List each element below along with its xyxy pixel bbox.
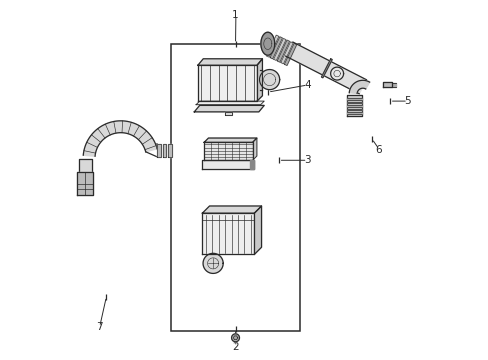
Polygon shape [330,67,343,80]
Polygon shape [259,69,279,90]
Polygon shape [224,112,231,116]
Polygon shape [391,83,395,87]
Polygon shape [203,253,223,273]
Polygon shape [202,160,254,169]
Polygon shape [348,80,369,94]
Polygon shape [280,42,292,64]
Polygon shape [79,159,91,173]
Polygon shape [203,138,256,142]
Polygon shape [203,142,252,160]
Text: 6: 6 [375,144,382,154]
Text: 4: 4 [304,80,310,90]
Polygon shape [252,138,256,160]
Polygon shape [249,160,254,169]
Polygon shape [277,40,289,62]
Text: 3: 3 [304,155,310,165]
Polygon shape [347,112,361,114]
Text: 2: 2 [232,342,238,352]
Polygon shape [163,144,166,157]
Text: 7: 7 [96,322,102,332]
Polygon shape [273,39,285,60]
Polygon shape [347,105,361,107]
Polygon shape [266,35,278,57]
Polygon shape [261,32,274,55]
Polygon shape [196,101,264,105]
Polygon shape [257,59,262,101]
Polygon shape [77,172,93,195]
Polygon shape [198,59,262,65]
Polygon shape [347,109,361,110]
Polygon shape [202,213,254,255]
Polygon shape [321,59,331,78]
Polygon shape [347,102,361,103]
Polygon shape [157,144,160,157]
Polygon shape [202,206,261,213]
Polygon shape [284,44,296,66]
Bar [171,44,300,330]
Polygon shape [347,95,361,116]
Polygon shape [382,82,391,87]
Polygon shape [347,98,361,100]
Text: 5: 5 [404,96,410,106]
Polygon shape [285,42,366,94]
Text: 1: 1 [232,10,238,20]
Polygon shape [231,334,239,342]
Polygon shape [259,69,262,90]
Polygon shape [254,206,261,255]
Polygon shape [168,144,172,157]
Polygon shape [83,121,157,156]
Polygon shape [269,37,282,59]
Polygon shape [194,105,264,112]
Polygon shape [198,65,257,101]
